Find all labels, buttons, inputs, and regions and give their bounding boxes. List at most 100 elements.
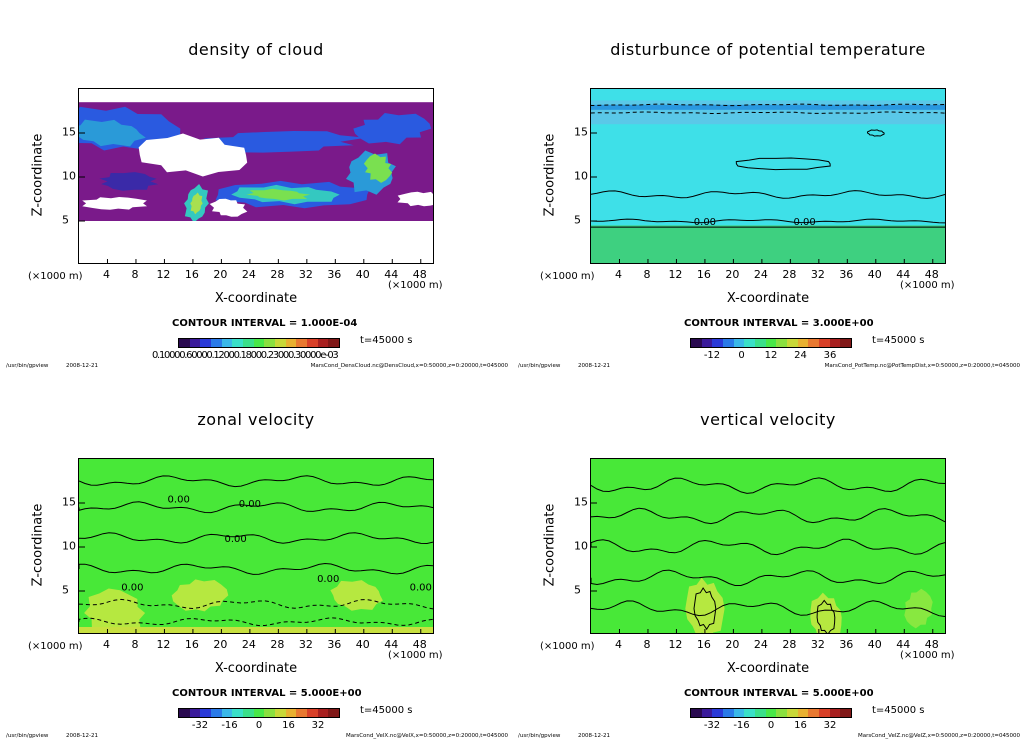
x-tick-label: 4 [102,268,110,281]
time-stamp: t=45000 s [360,705,413,716]
velocity-blob [904,588,933,629]
x-axis-label: X-coordinate [726,661,810,676]
contour-line [591,600,945,617]
colorbar-swatch [733,339,745,347]
colorbar-swatch [328,339,340,347]
y-axis-label: Z-coordinate [30,133,46,217]
colorbar-swatch [328,709,340,717]
x-axis-label: X-coordinate [726,291,810,306]
colorbar-swatch [200,339,212,347]
x-tick-label: 24 [753,638,768,651]
colorbar-swatch [189,339,201,347]
colorbar-swatch [755,709,766,717]
contour-label: 0.00 [694,217,716,228]
x-tick-label: 16 [696,268,711,281]
colorbar [690,338,852,348]
x-tick-label: 32 [298,268,313,281]
clear-region [82,197,147,210]
colorbar-swatch [765,339,777,347]
colorbar-tick-label: 16 [282,720,295,731]
x-tick-label: 8 [643,638,651,651]
colorbar-tick-label: -12 [703,350,721,361]
colorbar-swatch [179,339,190,347]
x-tick-label: 12 [668,638,683,651]
x-tick-label: 40 [355,638,370,651]
colorbar-swatch [776,339,788,347]
velocity-blob [171,579,229,612]
colorbar-swatch [723,339,734,347]
colorbar-tick-label: 32 [311,720,325,731]
x-tick-label: 32 [298,638,313,651]
chart-panel: vertical velocity Z-coordinate 4 8 12 16 20 24 2… [512,370,1024,740]
x-tick-label: 40 [355,268,370,281]
colorbar-swatch [701,339,713,347]
y-axis-label: Z-coordinate [542,133,558,217]
x-tick-label: 12 [668,268,683,281]
colorbar [178,338,340,348]
contour-field: 0.00 0.00 [591,89,945,263]
y-tick-label: 5 [62,213,69,227]
colorbar-swatch [808,709,820,717]
y-axis-label: Z-coordinate [542,503,558,587]
x-tick-label: 44 [384,268,399,281]
x-tick-label: 40 [867,638,882,651]
x-tick-label: 20 [725,268,740,281]
x-tick-label: 4 [614,638,622,651]
y-tick-label: 15 [574,495,588,509]
footer-path: /usr/bin/gpview [6,363,49,369]
x-tick-label: 36 [327,268,342,281]
cloud-blob [190,192,203,215]
time-stamp: t=45000 s [360,335,413,346]
x-tick-label: 20 [213,638,228,651]
colorbar-tick-label: 16 [794,720,807,731]
x-tick-label: 28 [782,638,797,651]
contour-label: 0.00 [121,583,143,594]
plot-area: 0.00 0.00 [590,88,946,264]
contour-interval: CONTOUR INTERVAL = 3.000E+00 [684,318,874,329]
footer-file: MarsCond_VelX.nc@VelX,x=0:50000,z=0:2000… [345,733,508,739]
chart-title: disturbunce of potential temperature [610,40,926,59]
contour-label: 0.00 [239,499,261,510]
colorbar-swatch [808,339,820,347]
colorbar-swatch [253,709,265,717]
colorbar-swatch [243,339,254,347]
x-tick-label: 24 [241,268,256,281]
colorbar-tick-label: 12 [764,350,778,361]
x-tick-label: 16 [696,638,711,651]
x-unit-label: (×1000 m) [28,641,83,652]
contour-field [591,459,945,633]
colorbar-swatch [829,709,841,717]
footer-date: 2008-12-21 [578,733,610,739]
contour-label: 0.00 [793,217,815,228]
clear-region [79,221,433,263]
x-unit-label: (×1000 m) [28,271,83,282]
colorbar-tick-label: 0 [255,720,263,731]
footer-file: MarsCond_DensCloud.nc@DensCloud,x=0:5000… [310,363,508,369]
contour-line [867,129,885,137]
x-tick-label: 48 [412,268,427,281]
y-tick-label: 10 [62,169,76,183]
x-unit-label: (×1000 m) [388,280,443,291]
colorbar-swatch [211,339,222,347]
x-tick-label: 32 [810,268,825,281]
cloud-blob [246,188,311,201]
x-tick-label: 28 [782,268,797,281]
x-tick-label: 36 [839,268,854,281]
colorbar-swatch [723,709,734,717]
x-tick-label: 32 [810,638,825,651]
contour-line [591,538,945,556]
contour-label: 0.00 [317,574,339,585]
x-tick-label: 44 [896,268,911,281]
y-tick-label: 10 [574,169,588,183]
colorbar-swatch [285,339,297,347]
x-tick-label: 8 [131,268,139,281]
colorbar-tick-label: -32 [191,720,209,731]
colorbar-swatch [819,339,830,347]
colorbar-tick-labels: 0.10000.60000.12000.18000.23000.30000e-0… [152,350,339,361]
x-tick-label: 44 [384,638,399,651]
colorbar-swatch [787,709,798,717]
x-tick-label: 28 [270,638,285,651]
velocity-blob [330,580,383,611]
x-tick-label: 36 [839,638,854,651]
colorbar-swatch [691,709,702,717]
